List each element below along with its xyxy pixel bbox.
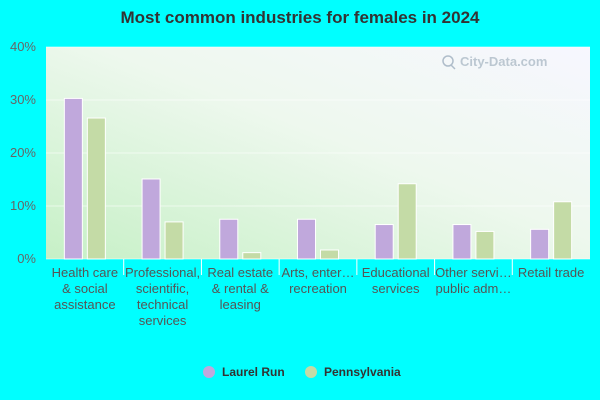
legend-item[interactable]: Laurel Run: [203, 365, 285, 379]
legend-swatch: [305, 366, 317, 378]
bar-laurel-run[interactable]: [141, 178, 161, 260]
search-icon: [442, 55, 454, 67]
chart-title: Most common industries for females in 20…: [121, 8, 481, 27]
legend: Laurel Run Pennsylvania: [203, 365, 401, 379]
y-tick-label: 30%: [10, 92, 36, 107]
x-tick-label: Health care & social assistance: [52, 265, 118, 312]
legend-label: Pennsylvania: [324, 365, 401, 379]
y-tick-label: 40%: [10, 39, 36, 54]
bar-pennsylvania[interactable]: [320, 249, 339, 260]
x-tick-label: Educational services: [362, 265, 430, 296]
x-tick-label: Real estate & rental & leasing: [207, 265, 273, 312]
bar-laurel-run[interactable]: [530, 228, 550, 260]
bar-pennsylvania[interactable]: [86, 117, 106, 260]
bar-laurel-run[interactable]: [452, 224, 472, 260]
bars: [63, 97, 573, 260]
y-axis: 0% 10% 20% 30% 40%: [10, 39, 36, 266]
bar-pennsylvania[interactable]: [164, 221, 184, 260]
bar-laurel-run[interactable]: [374, 224, 394, 260]
bar-pennsylvania[interactable]: [242, 252, 262, 260]
y-tick-label: 10%: [10, 198, 36, 213]
legend-label: Laurel Run: [222, 365, 285, 379]
x-tick-label: Retail trade: [518, 265, 584, 280]
x-axis: Health care & social assistanceProfessiona…: [52, 259, 584, 328]
y-tick-label: 0%: [17, 251, 36, 266]
x-tick-label: Professional, scientific, technical service…: [125, 265, 200, 328]
grid: [46, 46, 590, 260]
legend-swatch: [203, 366, 215, 378]
watermark: City-Data.com: [442, 54, 547, 70]
bar-pennsylvania[interactable]: [397, 183, 417, 260]
bar-laurel-run[interactable]: [63, 97, 83, 260]
bar-laurel-run[interactable]: [219, 218, 239, 260]
x-tick-label: Other servi… public adm…: [435, 265, 512, 296]
bar-pennsylvania[interactable]: [553, 201, 573, 260]
x-tick-label: Arts, enter… recreation: [282, 265, 355, 296]
bar-pennsylvania[interactable]: [475, 230, 495, 260]
watermark-text: City-Data.com: [460, 54, 547, 69]
legend-item[interactable]: Pennsylvania: [305, 365, 401, 379]
y-tick-label: 20%: [10, 145, 36, 160]
bar-laurel-run[interactable]: [297, 218, 316, 260]
